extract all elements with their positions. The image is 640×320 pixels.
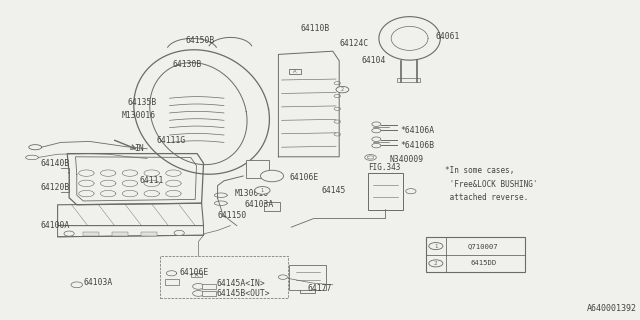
Circle shape xyxy=(429,243,443,250)
Circle shape xyxy=(336,86,349,93)
Bar xyxy=(202,291,216,296)
Circle shape xyxy=(372,137,381,141)
Text: 64106E: 64106E xyxy=(179,268,209,277)
Text: A: A xyxy=(293,69,297,74)
Bar xyxy=(246,160,269,178)
Circle shape xyxy=(255,187,270,194)
Circle shape xyxy=(365,155,376,160)
Text: 64110B: 64110B xyxy=(301,24,330,33)
Text: 1: 1 xyxy=(434,244,438,249)
Text: 64111: 64111 xyxy=(140,176,164,185)
Circle shape xyxy=(278,275,287,279)
Text: 64177: 64177 xyxy=(307,284,332,293)
Text: 64103A: 64103A xyxy=(244,200,274,209)
Circle shape xyxy=(406,189,416,194)
Text: 64061: 64061 xyxy=(435,32,460,41)
Text: 64145: 64145 xyxy=(321,186,346,195)
Text: 64106E: 64106E xyxy=(290,173,319,182)
Circle shape xyxy=(71,282,83,288)
Text: FIG.343: FIG.343 xyxy=(368,163,401,172)
Text: 64150B: 64150B xyxy=(186,36,215,44)
Text: *64106A: *64106A xyxy=(400,126,434,135)
Bar xyxy=(83,232,99,236)
Bar xyxy=(202,284,216,289)
Text: *64106B: *64106B xyxy=(400,141,434,150)
Text: A: A xyxy=(195,273,198,278)
Bar xyxy=(426,237,525,272)
Bar xyxy=(141,232,157,236)
Circle shape xyxy=(260,170,284,182)
Bar xyxy=(264,202,280,211)
Bar xyxy=(289,69,301,74)
Text: 2: 2 xyxy=(341,87,344,92)
Text: 6415DD: 6415DD xyxy=(470,260,497,266)
Bar xyxy=(397,78,420,82)
Text: M130016: M130016 xyxy=(122,111,156,120)
Text: A640001392: A640001392 xyxy=(587,304,637,313)
Circle shape xyxy=(193,291,204,296)
Text: 64103A: 64103A xyxy=(83,278,113,287)
Text: 64145A<IN>: 64145A<IN> xyxy=(216,279,265,288)
Text: 64145B<OUT>: 64145B<OUT> xyxy=(216,289,270,298)
Circle shape xyxy=(372,122,381,126)
Bar xyxy=(191,273,202,277)
Circle shape xyxy=(193,284,204,289)
Bar xyxy=(112,232,128,236)
Text: 64135B: 64135B xyxy=(128,98,157,107)
Text: M130016: M130016 xyxy=(235,189,269,198)
Bar xyxy=(289,265,326,290)
Text: 641150: 641150 xyxy=(218,212,247,220)
Circle shape xyxy=(64,231,74,236)
Circle shape xyxy=(174,230,184,236)
Text: Q710007: Q710007 xyxy=(468,243,499,249)
Text: N340009: N340009 xyxy=(390,155,424,164)
Text: 64104: 64104 xyxy=(362,56,386,65)
Text: 64140B: 64140B xyxy=(40,159,70,168)
Text: 64100A: 64100A xyxy=(40,221,70,230)
Text: 1: 1 xyxy=(260,188,264,193)
Text: 64111G: 64111G xyxy=(157,136,186,145)
Text: 64120B: 64120B xyxy=(40,183,70,192)
Circle shape xyxy=(429,260,443,267)
Text: 64130B: 64130B xyxy=(173,60,202,68)
Circle shape xyxy=(372,128,381,133)
Bar xyxy=(368,173,403,210)
Text: 2: 2 xyxy=(434,261,438,266)
Text: 64124C: 64124C xyxy=(339,39,369,48)
Bar xyxy=(165,279,179,285)
Circle shape xyxy=(372,143,381,148)
Text: *In some cases,
 'Free&LOCK BUSHING'
 attached reverse.: *In some cases, 'Free&LOCK BUSHING' atta… xyxy=(445,166,538,202)
Text: IN: IN xyxy=(134,144,144,153)
